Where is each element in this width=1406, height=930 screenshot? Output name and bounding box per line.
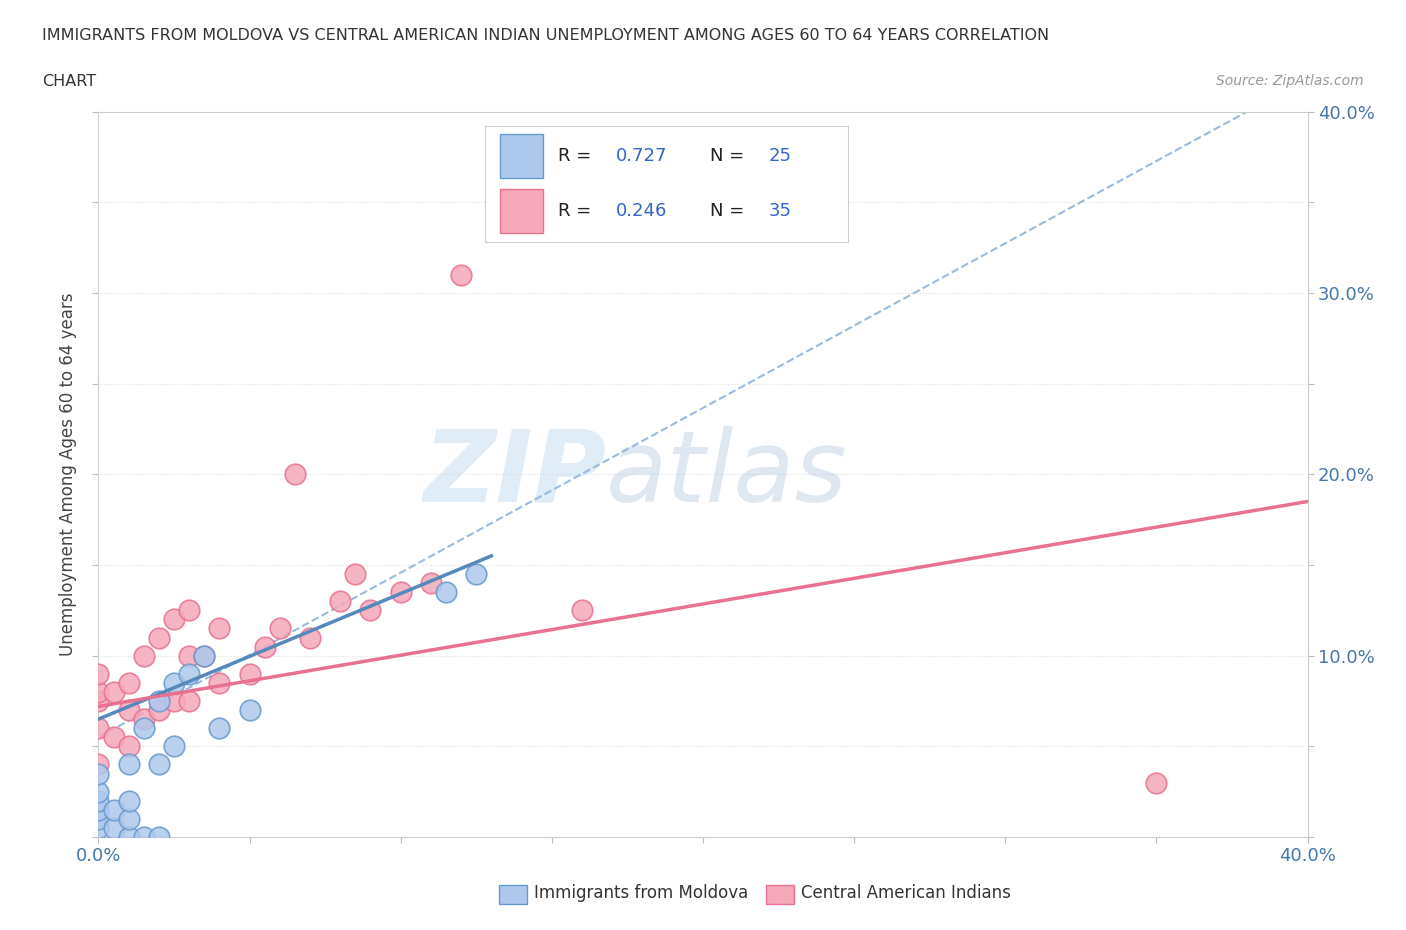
- Point: [1144, 776, 1167, 790]
- Point: [208, 721, 231, 736]
- Point: [179, 603, 201, 618]
- Point: [434, 585, 457, 600]
- Point: [87, 811, 110, 827]
- Point: [420, 576, 443, 591]
- Point: [208, 675, 231, 690]
- Point: [163, 738, 186, 753]
- Point: [132, 711, 155, 726]
- Point: [148, 703, 170, 718]
- Point: [132, 648, 155, 663]
- Point: [87, 766, 110, 781]
- Point: [360, 603, 382, 618]
- Point: [103, 803, 125, 817]
- Point: [344, 566, 367, 581]
- Point: [87, 667, 110, 682]
- Point: [118, 793, 141, 808]
- Point: [103, 684, 125, 699]
- Point: [132, 830, 155, 844]
- Point: [87, 694, 110, 709]
- Point: [118, 757, 141, 772]
- Text: Immigrants from Moldova: Immigrants from Moldova: [534, 884, 748, 902]
- Text: IMMIGRANTS FROM MOLDOVA VS CENTRAL AMERICAN INDIAN UNEMPLOYMENT AMONG AGES 60 TO: IMMIGRANTS FROM MOLDOVA VS CENTRAL AMERI…: [42, 28, 1049, 43]
- Point: [389, 585, 412, 600]
- Text: Source: ZipAtlas.com: Source: ZipAtlas.com: [1216, 74, 1364, 88]
- Point: [132, 721, 155, 736]
- Point: [148, 631, 170, 645]
- Point: [118, 811, 141, 827]
- Point: [179, 667, 201, 682]
- Point: [571, 603, 593, 618]
- Text: Central American Indians: Central American Indians: [801, 884, 1011, 902]
- Text: CHART: CHART: [42, 74, 96, 89]
- Point: [465, 566, 488, 581]
- Point: [118, 675, 141, 690]
- Point: [148, 757, 170, 772]
- Point: [239, 703, 262, 718]
- Point: [253, 639, 276, 654]
- Point: [118, 738, 141, 753]
- Text: atlas: atlas: [606, 426, 848, 523]
- Point: [103, 820, 125, 835]
- Point: [179, 648, 201, 663]
- Point: [163, 675, 186, 690]
- Point: [148, 694, 170, 709]
- Point: [163, 694, 186, 709]
- Point: [269, 621, 291, 636]
- Point: [208, 621, 231, 636]
- Point: [299, 631, 322, 645]
- Point: [163, 612, 186, 627]
- Point: [148, 830, 170, 844]
- Point: [193, 648, 215, 663]
- Point: [87, 803, 110, 817]
- Point: [450, 268, 472, 283]
- Point: [239, 667, 262, 682]
- Text: ZIP: ZIP: [423, 426, 606, 523]
- Point: [87, 784, 110, 799]
- Point: [193, 648, 215, 663]
- Point: [284, 467, 307, 482]
- Point: [118, 830, 141, 844]
- Point: [87, 757, 110, 772]
- Point: [87, 684, 110, 699]
- Point: [103, 730, 125, 745]
- Point: [87, 721, 110, 736]
- Point: [179, 694, 201, 709]
- Y-axis label: Unemployment Among Ages 60 to 64 years: Unemployment Among Ages 60 to 64 years: [59, 293, 77, 656]
- Point: [87, 793, 110, 808]
- Point: [118, 703, 141, 718]
- Point: [329, 594, 352, 609]
- Point: [87, 820, 110, 835]
